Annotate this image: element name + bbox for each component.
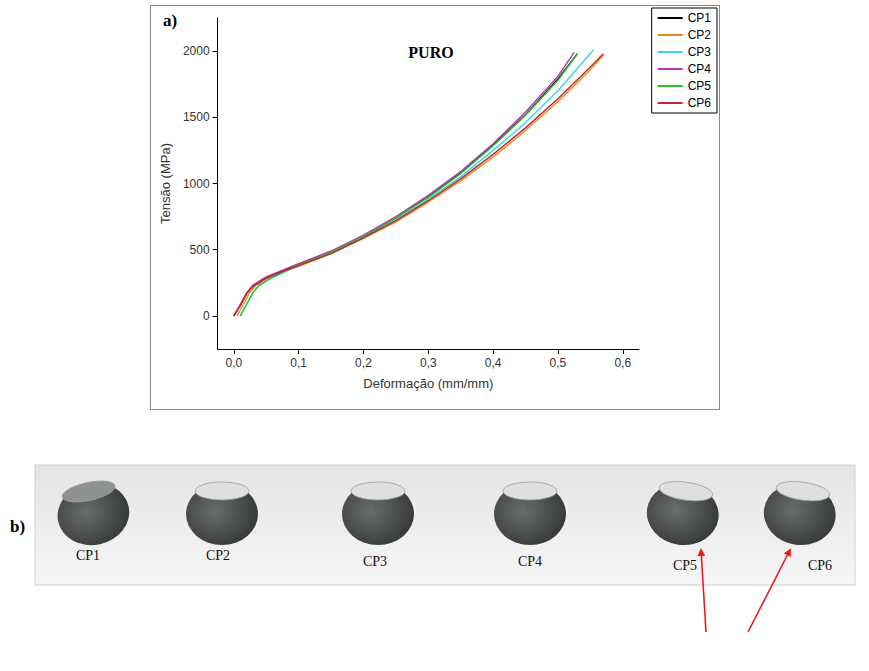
svg-text:CP1: CP1 bbox=[76, 548, 100, 563]
svg-text:a): a) bbox=[163, 11, 177, 30]
svg-text:CP4: CP4 bbox=[518, 554, 542, 569]
svg-text:b): b) bbox=[10, 517, 25, 536]
svg-text:CP2: CP2 bbox=[688, 28, 712, 42]
svg-text:CP3: CP3 bbox=[688, 45, 712, 59]
svg-text:CP2: CP2 bbox=[206, 548, 230, 563]
svg-text:CP5: CP5 bbox=[688, 79, 712, 93]
svg-text:CP6: CP6 bbox=[808, 558, 832, 573]
svg-text:0: 0 bbox=[203, 309, 210, 323]
svg-text:CP6: CP6 bbox=[688, 96, 712, 110]
svg-text:CP3: CP3 bbox=[363, 554, 387, 569]
svg-text:0,0: 0,0 bbox=[225, 356, 242, 370]
svg-text:0,5: 0,5 bbox=[550, 356, 567, 370]
svg-text:1000: 1000 bbox=[183, 177, 210, 191]
svg-text:CP5: CP5 bbox=[673, 558, 697, 573]
svg-text:Tensão (MPa): Tensão (MPa) bbox=[158, 143, 173, 224]
svg-text:CP1: CP1 bbox=[688, 11, 712, 25]
svg-text:0,2: 0,2 bbox=[355, 356, 372, 370]
svg-text:CP4: CP4 bbox=[688, 62, 712, 76]
svg-text:1500: 1500 bbox=[183, 110, 210, 124]
svg-text:0,1: 0,1 bbox=[290, 356, 307, 370]
svg-text:500: 500 bbox=[190, 243, 210, 257]
svg-text:0,3: 0,3 bbox=[420, 356, 437, 370]
svg-text:2000: 2000 bbox=[183, 44, 210, 58]
svg-text:PURO: PURO bbox=[408, 44, 453, 61]
svg-text:Deformação (mm/mm): Deformação (mm/mm) bbox=[363, 376, 493, 391]
svg-text:0,4: 0,4 bbox=[485, 356, 502, 370]
svg-text:0,6: 0,6 bbox=[614, 356, 631, 370]
